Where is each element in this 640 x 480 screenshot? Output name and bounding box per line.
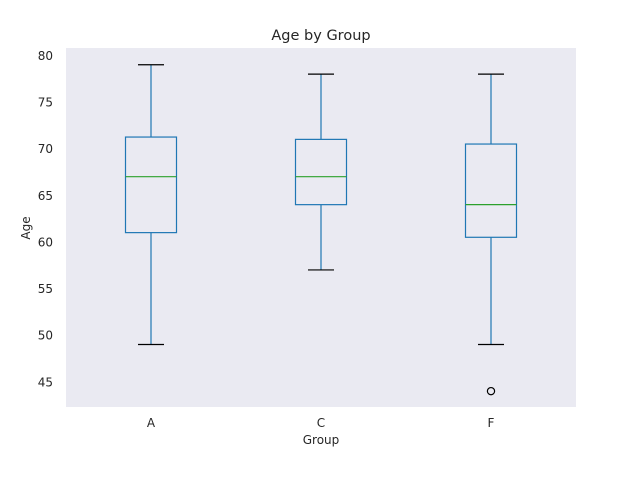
box-iqr (464, 143, 518, 238)
y-tick-label: 75 (38, 96, 53, 110)
y-tick-label: 80 (38, 49, 53, 63)
y-tick-label: 70 (38, 142, 53, 156)
y-tick-label: 65 (38, 189, 53, 203)
chart-title: Age by Group (271, 28, 370, 44)
y-axis-label: Age (19, 216, 33, 239)
box-iqr (294, 138, 348, 206)
box-series (124, 64, 518, 396)
x-axis-label: Group (303, 433, 340, 447)
x-tick-label: A (147, 416, 156, 430)
y-tick-label: 50 (38, 329, 53, 343)
box-group (294, 73, 348, 271)
y-tick-label: 60 (38, 235, 53, 249)
y-tick-label: 55 (38, 282, 53, 296)
x-tick-label: F (488, 416, 495, 430)
y-tick-label: 45 (38, 375, 53, 389)
x-tick-label: C (317, 416, 325, 430)
box-iqr (124, 136, 178, 234)
outlier-point (486, 386, 496, 396)
box-group (124, 64, 178, 346)
box-group (464, 73, 518, 396)
y-axis: 45 50 55 60 65 70 75 80 (38, 49, 53, 389)
